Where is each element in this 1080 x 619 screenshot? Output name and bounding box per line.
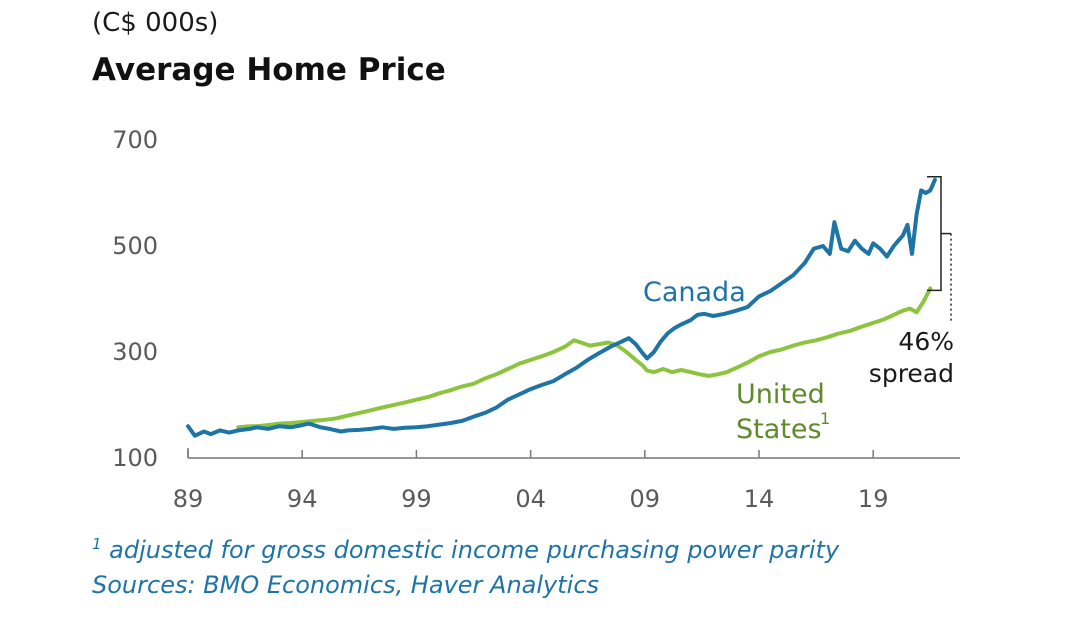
x-tick-label: 14 [744, 485, 775, 513]
chart-title: Average Home Price [92, 52, 446, 88]
y-tick-label: 100 [112, 444, 158, 472]
sources-note: Sources: BMO Economics, Haver Analytics [92, 571, 600, 599]
footnote-marker: 1 [92, 535, 102, 553]
y-tick-label: 700 [112, 126, 158, 154]
series-line-united-states [236, 286, 933, 430]
footnote: 1 adjusted for gross domestic income pur… [92, 535, 839, 564]
series-line-canada [186, 177, 937, 438]
x-tick-label: 94 [287, 485, 318, 513]
spread-bracket [927, 176, 942, 292]
spread-percent: 46% [898, 327, 954, 356]
x-tick-label: 19 [858, 485, 889, 513]
y-tick-label: 300 [112, 338, 158, 366]
y-tick-label: 500 [112, 232, 158, 260]
x-tick-label: 04 [515, 485, 546, 513]
us-label-superscript: 1 [820, 409, 830, 428]
canada-label: Canada [643, 277, 746, 308]
x-tick-label: 09 [630, 485, 661, 513]
x-tick-label: 99 [401, 485, 432, 513]
y-axis-ticks: 100 300 500 700 [112, 126, 158, 472]
x-axis: 89 94 99 04 09 14 19 [173, 448, 960, 513]
x-tick-label: 89 [173, 485, 204, 513]
footnote-text: adjusted for gross domestic income purch… [101, 536, 840, 564]
series-layer [186, 177, 937, 438]
us-label-line2: States [736, 414, 822, 445]
unit-label: (C$ 000s) [92, 8, 219, 38]
spread-label: spread [869, 359, 954, 388]
us-label-line1: United [736, 379, 825, 410]
